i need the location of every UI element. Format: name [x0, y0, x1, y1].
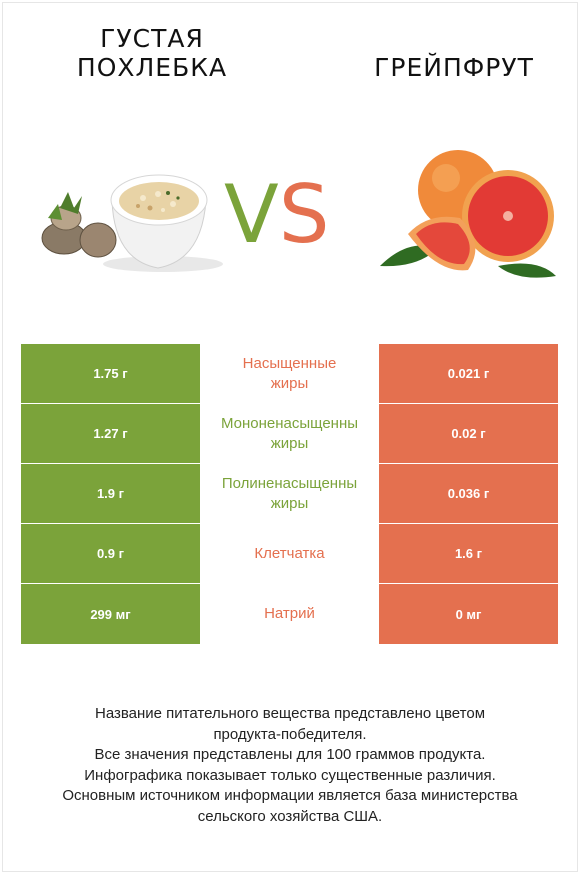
- nutrient-label: Клетчатка: [200, 524, 379, 584]
- table-row: 1.9 г Полиненасыщенны жиры 0.036 г: [21, 464, 558, 524]
- left-value: 0.9 г: [21, 524, 200, 584]
- right-value: 0.036 г: [379, 464, 558, 524]
- grapefruit-image: [380, 150, 556, 278]
- footer-line: сельского хозяйства США.: [197, 807, 383, 825]
- left-value: 299 мг: [21, 584, 200, 644]
- nutrient-label: Полиненасыщенны жиры: [200, 464, 379, 524]
- right-value: 0.02 г: [379, 404, 558, 464]
- table-row: 0.9 г Клетчатка 1.6 г: [21, 524, 558, 584]
- nutrient-label-line2: жиры: [270, 435, 309, 452]
- table-row: 1.27 г Мононенасыщенны жиры 0.02 г: [21, 404, 558, 464]
- nutrient-label-line1: Натрий: [264, 605, 315, 622]
- nutrient-label-line2: жиры: [270, 495, 309, 512]
- vs-label: VS: [224, 165, 330, 265]
- nutrient-label: Насыщенные жиры: [200, 344, 379, 404]
- right-value: 1.6 г: [379, 524, 558, 584]
- table-row: 1.75 г Насыщенные жиры 0.021 г: [21, 344, 558, 404]
- comparison-table: 1.75 г Насыщенные жиры 0.021 г 1.27 г Мон…: [21, 344, 558, 644]
- right-value: 0.021 г: [379, 344, 558, 404]
- soup-image: [41, 174, 223, 272]
- footer-line: Название питательного вещества представл…: [94, 705, 486, 722]
- nutrient-label-line2: жиры: [270, 375, 309, 392]
- nutrient-label-line1: Клетчатка: [254, 545, 325, 562]
- left-food-title-line1: ГУСТАЯ: [100, 24, 204, 53]
- vs-s: S: [278, 168, 330, 261]
- footer-note: Название питательного вещества представл…: [20, 704, 560, 827]
- left-value: 1.9 г: [21, 464, 200, 524]
- footer-line: Инфографика показывает только существенн…: [84, 766, 496, 784]
- left-food-title: ГУСТАЯ ПОХЛЕБКА: [52, 24, 252, 82]
- nutrient-label-line1: Насыщенные: [242, 355, 337, 372]
- footer-line: Основным источником информации является …: [62, 787, 518, 804]
- left-food-title-line2: ПОХЛЕБКА: [76, 53, 228, 82]
- table-row: 299 мг Натрий 0 мг: [21, 584, 558, 644]
- vs-v: V: [224, 168, 279, 261]
- footer-line: Все значения представлены для 100 граммо…: [94, 746, 486, 763]
- right-food-title: ГРЕЙПФРУТ: [374, 53, 534, 82]
- right-value: 0 мг: [379, 584, 558, 644]
- nutrient-label-line1: Полиненасыщенны: [221, 475, 358, 492]
- nutrient-label-line1: Мононенасыщенны: [220, 415, 359, 432]
- left-value: 1.75 г: [21, 344, 200, 404]
- left-value: 1.27 г: [21, 404, 200, 464]
- footer-line: продукта-победителя.: [213, 725, 367, 743]
- nutrient-label: Натрий: [200, 584, 379, 644]
- nutrient-label: Мононенасыщенны жиры: [200, 404, 379, 464]
